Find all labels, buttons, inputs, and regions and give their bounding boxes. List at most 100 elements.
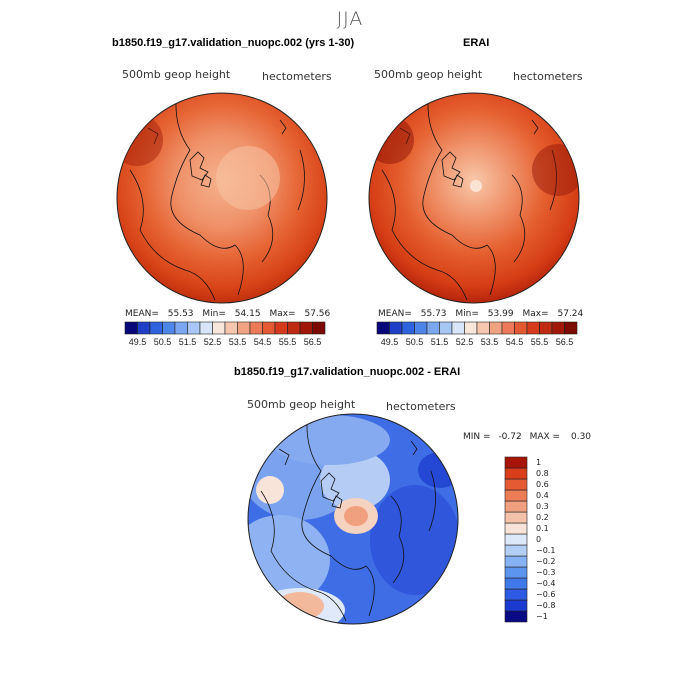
max-value: 57.24 [557, 309, 584, 319]
panel-title-erai: ERAI [463, 37, 490, 49]
colorbar-swatch [526, 321, 540, 335]
max-label: MAX = [529, 432, 561, 442]
colorbar-swatch [501, 321, 515, 335]
colorbar-swatch [504, 456, 528, 469]
colorbar-tick-label: −0.6 [536, 589, 556, 599]
colorbar-swatch [376, 321, 390, 335]
colorbar-swatch [237, 321, 251, 335]
colorbar-swatch [504, 555, 528, 568]
field-label-erai: 500mb geop height [374, 68, 483, 81]
colorbar-tick-label: 51.5 [430, 337, 449, 347]
colorbar-swatch [137, 321, 151, 335]
colorbar-swatch [389, 321, 403, 335]
colorbar-labels-diff: 1 0.8 0.6 0.4 0.3 0.2 0.1 0 −0.1 −0.2 −0.3 −0.4 −0.6… [536, 457, 576, 622]
colorbar-swatch [476, 321, 490, 335]
colorbar-swatch [262, 321, 276, 335]
colorbar-tick-label: −0.4 [536, 578, 556, 588]
colorbar-tick-label: 52.5 [455, 337, 474, 347]
colorbar-swatch [514, 321, 528, 335]
colorbar-swatch [504, 478, 528, 491]
colorbar-tick-label: 1 [536, 457, 542, 467]
mean-value: 55.53 [167, 309, 194, 319]
colorbar-tick-label: 0.4 [536, 490, 549, 500]
colorbar-tick-label: 53.5 [480, 337, 499, 347]
stats-model: MEAN= 55.53 Min= 54.15 Max= 57.56 [125, 309, 330, 319]
max-label: Max= [522, 309, 549, 319]
colorbar-swatch [187, 321, 201, 335]
colorbar-swatch [414, 321, 428, 335]
colorbar-tick-label: 49.5 [380, 337, 399, 347]
colorbar-tick-label: −0.3 [536, 567, 556, 577]
colorbar-swatch [212, 321, 226, 335]
colorbar-swatch [124, 321, 138, 335]
max-label: Max= [269, 309, 296, 319]
colorbar-tick-label: 0.2 [536, 512, 549, 522]
colorbar-tick-label: 54.5 [253, 337, 272, 347]
colorbar-labels-erai: 49.5 50.5 51.5 52.5 53.5 54.5 55.5 56.5 [377, 337, 577, 349]
colorbar-model [124, 321, 326, 335]
panel-title-diff: b1850.f19_g17.validation_nuopc.002 - ERA… [234, 366, 461, 378]
colorbar-swatch [504, 566, 528, 579]
min-label: Min= [455, 309, 479, 319]
colorbar-tick-label: −1 [536, 611, 548, 621]
stats-erai: MEAN= 55.73 Min= 53.99 Max= 57.24 [378, 309, 583, 319]
min-label: Min= [202, 309, 226, 319]
mean-value: 55.73 [420, 309, 447, 319]
colorbar-swatch [439, 321, 453, 335]
colorbar-tick-label: 0.8 [536, 468, 549, 478]
panel-title-model: b1850.f19_g17.validation_nuopc.002 (yrs … [112, 37, 355, 49]
colorbar-swatch [504, 588, 528, 601]
units-label-erai: hectometers [513, 70, 583, 83]
min-label: MIN = [463, 432, 491, 442]
mean-label: MEAN= [125, 309, 159, 319]
colorbar-tick-label: −0.8 [536, 600, 556, 610]
colorbar-swatch [274, 321, 288, 335]
colorbar-labels-model: 49.5 50.5 51.5 52.5 53.5 54.5 55.5 56.5 [125, 337, 325, 349]
max-value: 0.30 [570, 432, 592, 442]
colorbar-tick-label: 56.5 [303, 337, 322, 347]
colorbar-swatch [312, 321, 326, 335]
colorbar-swatch [149, 321, 163, 335]
colorbar-swatch [504, 489, 528, 502]
figure-title: JJA [336, 8, 364, 30]
colorbar-swatch [504, 599, 528, 612]
field-label-diff: 500mb geop height [247, 398, 356, 411]
units-label-diff: hectometers [386, 400, 456, 413]
colorbar-swatch [504, 610, 528, 623]
field-label-model: 500mb geop height [122, 68, 231, 81]
colorbar-tick-label: 50.5 [405, 337, 424, 347]
colorbar-swatch [224, 321, 238, 335]
colorbar-tick-label: 0.3 [536, 501, 549, 511]
colorbar-tick-label: 50.5 [153, 337, 172, 347]
colorbar-swatch [451, 321, 465, 335]
colorbar-swatch [249, 321, 263, 335]
colorbar-tick-label: 55.5 [530, 337, 549, 347]
colorbar-tick-label: 49.5 [128, 337, 147, 347]
colorbar-swatch [162, 321, 176, 335]
colorbar-tick-label: 55.5 [278, 337, 297, 347]
colorbar-tick-label: 52.5 [203, 337, 222, 347]
colorbar-tick-label: 54.5 [505, 337, 524, 347]
colorbar-tick-label: −0.2 [536, 556, 556, 566]
colorbar-swatch [504, 522, 528, 535]
colorbar-swatch [551, 321, 565, 335]
min-value: 53.99 [487, 309, 514, 319]
min-value: 54.15 [234, 309, 261, 319]
colorbar-swatch [299, 321, 313, 335]
mean-label: MEAN= [378, 309, 412, 319]
colorbar-swatch [504, 500, 528, 513]
colorbar-erai [376, 321, 578, 335]
colorbar-swatch [464, 321, 478, 335]
colorbar-tick-label: 56.5 [555, 337, 574, 347]
colorbar-swatch [504, 544, 528, 557]
colorbar-diff [504, 456, 528, 623]
colorbar-tick-label: 51.5 [178, 337, 197, 347]
colorbar-tick-label: 0 [536, 534, 542, 544]
colorbar-swatch [287, 321, 301, 335]
max-value: 57.56 [304, 309, 331, 319]
colorbar-swatch [174, 321, 188, 335]
units-label-model: hectometers [262, 70, 332, 83]
colorbar-swatch [539, 321, 553, 335]
